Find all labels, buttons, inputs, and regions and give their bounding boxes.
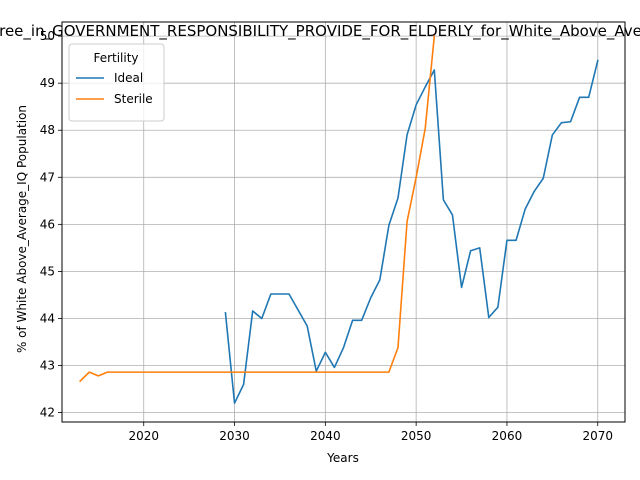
legend-title: Fertility xyxy=(93,51,138,65)
y-tick-label: 50 xyxy=(40,29,55,43)
x-tick-label: 2060 xyxy=(492,429,523,443)
legend-box xyxy=(68,43,165,122)
y-tick-label: 48 xyxy=(40,123,55,137)
x-tick-label: 2040 xyxy=(310,429,341,443)
series-line-sterile xyxy=(79,35,436,383)
plot-frame xyxy=(61,21,626,423)
series-lines xyxy=(79,35,599,404)
y-tick-label: 44 xyxy=(40,311,55,325)
x-tick-label: 2050 xyxy=(401,429,432,443)
y-tick-label: 42 xyxy=(40,406,55,420)
x-tick-label: 2030 xyxy=(219,429,250,443)
y-tick-label: 47 xyxy=(40,170,55,184)
y-tick-label: 46 xyxy=(40,217,55,231)
y-tick-label: 45 xyxy=(40,264,55,278)
legend-label-ideal: Ideal xyxy=(114,71,143,85)
legend-label-sterile: Sterile xyxy=(114,92,153,106)
series-line-ideal xyxy=(224,59,599,404)
y-tick-label: 43 xyxy=(40,359,55,373)
x-axis-label: Years xyxy=(326,451,359,465)
axis-ticks: 2020 2030 2040 2050 2060 2070 42 43 44 45 46 47 48 49… xyxy=(40,29,613,443)
y-axis-label: % of White Above_Average_IQ Population xyxy=(15,105,29,353)
x-tick-label: 2070 xyxy=(582,429,613,443)
x-tick-label: 2020 xyxy=(128,429,159,443)
legend: Fertility Ideal Sterile xyxy=(68,43,165,122)
chart-title: % Agree_in_GOVERNMENT_RESPONSIBILITY_PRO… xyxy=(0,22,640,41)
grid xyxy=(62,22,625,422)
y-tick-label: 49 xyxy=(40,76,55,90)
